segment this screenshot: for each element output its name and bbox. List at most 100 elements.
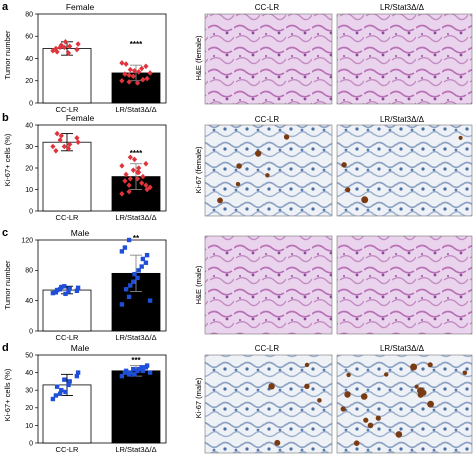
ki67-positive-nucleus [317, 398, 322, 403]
category-label-knockout: LR/Stat3Δ/Δ [115, 213, 156, 222]
data-point [119, 163, 125, 169]
image-side-label: H&E (female) [194, 35, 203, 81]
micrograph-ki67-male-control [204, 354, 333, 454]
data-point [119, 249, 125, 254]
data-point [130, 167, 136, 173]
data-point [53, 290, 59, 295]
data-point [63, 389, 68, 395]
data-point [126, 188, 132, 195]
data-point [123, 61, 129, 67]
ki67-positive-nucleus [353, 440, 360, 447]
data-point [123, 287, 129, 292]
image-side-label: Ki-67 (male) [194, 377, 203, 418]
data-point [53, 393, 59, 398]
data-point [140, 256, 146, 262]
data-point [126, 294, 132, 300]
significance-stars: **** [130, 40, 143, 49]
data-point [54, 130, 60, 137]
category-label-knockout: LR/Stat3Δ/Δ [115, 105, 156, 114]
y-tick-label: 80 [25, 268, 33, 275]
bar-chart-d: 0 10 20 30 40 50 [25, 352, 167, 447]
data-point [144, 75, 150, 82]
panel-a: a Female Tumor number 0 20 40 60 80 **** CC-… [2, 1, 473, 114]
micrograph-ki67-male-knockout [336, 354, 473, 454]
data-point [59, 388, 64, 393]
data-point [136, 169, 142, 176]
ki67-positive-nucleus [395, 431, 403, 438]
data-point [65, 50, 72, 56]
data-point [131, 279, 136, 284]
bar-control [42, 141, 92, 212]
data-point [57, 391, 63, 396]
y-tick-label: 30 [25, 144, 33, 151]
data-point [144, 363, 150, 368]
data-point [75, 41, 81, 47]
data-point [127, 175, 133, 182]
y-tick-label: 40 [25, 370, 33, 377]
ki67-positive-nucleus [265, 173, 270, 178]
data-point [128, 283, 133, 288]
data-point [65, 145, 72, 152]
data-point [147, 184, 153, 191]
image-label-right: LR/Stat3Δ/Δ [380, 344, 425, 353]
y-tick-label: 120 [21, 237, 33, 244]
micrograph-ki67-female-control [204, 124, 333, 217]
data-point [74, 46, 80, 53]
ki67-positive-nucleus [375, 415, 381, 421]
data-point [62, 284, 67, 289]
y-axis-label: Tumor number [3, 30, 12, 79]
data-point [66, 289, 71, 294]
data-point [57, 44, 63, 51]
data-point [50, 143, 56, 150]
y-tick-label: 40 [25, 56, 33, 63]
y-tick-label: 50 [25, 352, 33, 359]
data-point [67, 141, 73, 148]
ki67-positive-nucleus [304, 383, 310, 389]
category-label-control: CC-LR [56, 333, 80, 342]
data-point [122, 245, 128, 250]
data-point [74, 373, 80, 379]
data-point [136, 69, 142, 75]
data-point [50, 396, 56, 402]
category-label-knockout: LR/Stat3Δ/Δ [115, 445, 156, 454]
data-point [61, 143, 67, 150]
bar-knockout [111, 72, 161, 104]
image-label-left: CC-LR [255, 3, 280, 12]
data-point [67, 286, 72, 291]
ki67-positive-nucleus [341, 162, 347, 168]
data-point [143, 182, 149, 188]
sex-label: Female [66, 113, 95, 123]
y-axis-label: Tumor number [3, 260, 12, 309]
significance-stars: *** [131, 356, 141, 365]
data-point [147, 70, 153, 76]
micrograph-he-female-knockout [336, 13, 473, 105]
data-point [140, 368, 146, 374]
ki67-positive-nucleus [462, 370, 468, 376]
data-point [139, 365, 144, 370]
ki67-positive-nucleus [427, 362, 433, 368]
data-point [139, 180, 145, 186]
data-point [59, 284, 64, 290]
data-point [143, 160, 149, 167]
data-point [132, 372, 137, 377]
category-label-control: CC-LR [56, 105, 80, 114]
y-axis-label: Ki-67+ cells (%) [3, 368, 12, 421]
y-axis-label: Ki-67+ cells (%) [3, 133, 12, 186]
ki67-positive-nucleus [384, 372, 389, 377]
ki67-positive-nucleus [274, 439, 281, 446]
data-point [57, 137, 63, 143]
data-point [119, 191, 125, 197]
data-point [131, 156, 138, 163]
data-point [119, 77, 125, 84]
data-point [75, 139, 81, 145]
data-point [134, 175, 141, 182]
sex-label: Male [71, 343, 90, 353]
bar-knockout [111, 370, 161, 444]
ki67-positive-nucleus [283, 134, 290, 140]
data-point [53, 148, 59, 154]
panel-b: b Female Ki-67+ cells (%) 0 10 20 30 40 ****… [2, 112, 473, 222]
data-point [75, 285, 81, 290]
data-point [54, 384, 60, 389]
ki67-positive-nucleus [217, 197, 223, 204]
bar-chart-a: 0 20 40 60 80 [25, 11, 167, 107]
